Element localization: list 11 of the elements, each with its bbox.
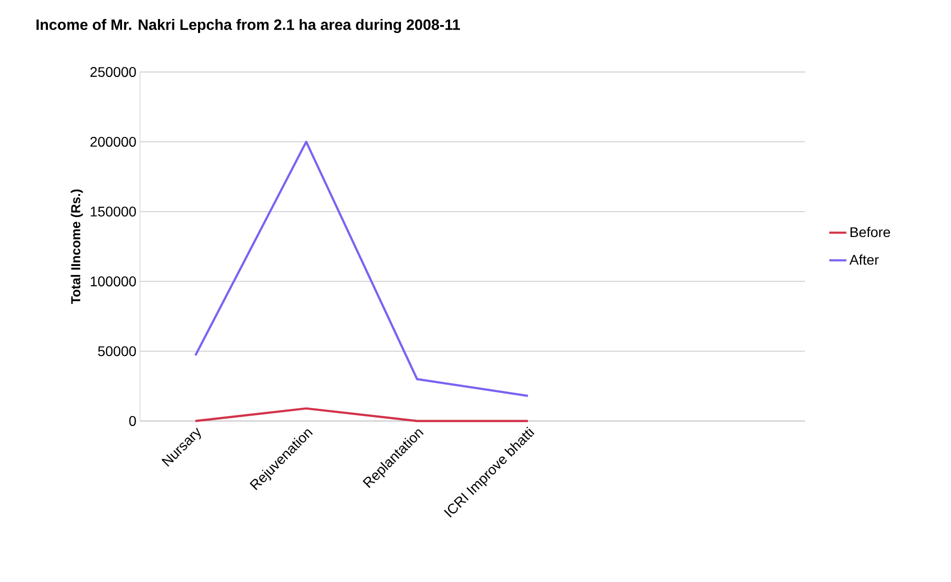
legend-label: Before	[850, 226, 890, 238]
line-series	[194, 140, 530, 397]
legend-label: After	[849, 254, 879, 265]
chart-title: Income of Mr. Nakri Lepcha from 2.1 ha area during 2008-11	[36, 18, 460, 34]
y-tick-label: 50000	[98, 346, 136, 356]
y-tick-label: 0	[129, 416, 136, 426]
y-tick-label: 100000	[90, 276, 136, 286]
y-tick-label: 200000	[90, 136, 136, 147]
y-axis-title: Total IIncome (Rs.)	[70, 189, 83, 304]
y-tick-label: 250000	[90, 67, 136, 77]
y-tick-label: 150000	[90, 206, 136, 217]
